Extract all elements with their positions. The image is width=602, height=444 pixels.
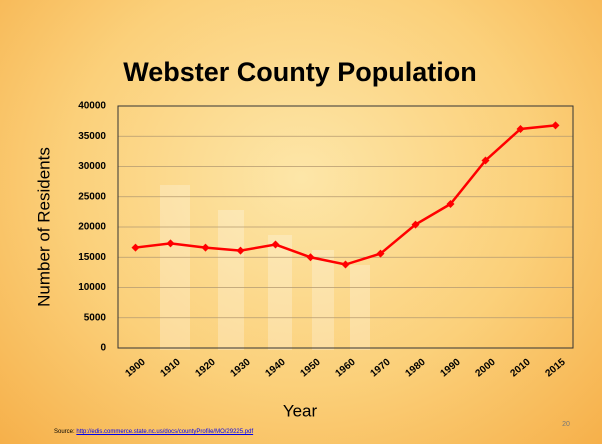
- y-tick-label: 5000: [84, 312, 107, 323]
- source: Source: http://edis.commerce.state.nc.us…: [54, 429, 253, 435]
- background-columns: [160, 185, 370, 350]
- x-tick-label: 1930: [229, 356, 253, 379]
- page-number: 20: [562, 421, 570, 428]
- plot-border: [117, 105, 574, 349]
- marker: [446, 200, 455, 209]
- source-label: Source:: [54, 429, 75, 435]
- y-tick-label: 30000: [78, 161, 106, 172]
- marker: [236, 246, 245, 255]
- marker: [516, 124, 525, 133]
- marker: [166, 239, 175, 248]
- marker: [411, 220, 420, 229]
- line: [135, 124, 556, 266]
- y-tick-label: 10000: [78, 282, 106, 293]
- marker: [271, 240, 280, 249]
- y-tick-label: 40000: [78, 101, 106, 112]
- marker: [376, 249, 385, 258]
- source-link[interactable]: http://edis.commerce.state.nc.us/docs/co…: [76, 429, 254, 435]
- y-tick-label: 35000: [78, 131, 106, 142]
- x-tick-label: 2015: [544, 356, 568, 379]
- x-tick-label: 1970: [369, 356, 393, 379]
- x-tick-label: 1960: [334, 356, 358, 379]
- x-tick-label: 1940: [264, 356, 288, 379]
- x-tick-label: 2010: [509, 356, 533, 379]
- marker: [306, 253, 315, 262]
- x-tick-label: 1900: [124, 356, 148, 379]
- marker: [131, 243, 140, 252]
- chart-title: Webster County Population: [123, 57, 477, 87]
- x-axis-label: Year: [283, 401, 318, 420]
- y-tick-label: 25000: [78, 191, 106, 202]
- x-tick-label: 1990: [439, 356, 463, 379]
- x-tick-label: 1910: [159, 356, 183, 379]
- x-tick-label: 1980: [404, 356, 428, 379]
- x-tick-label: 2000: [474, 356, 498, 379]
- y-tick-label: 0: [100, 343, 106, 354]
- x-tick-label: 1920: [194, 356, 218, 379]
- marker: [341, 260, 350, 269]
- y-tick-label: 20000: [78, 222, 106, 233]
- y-tick-label: 15000: [78, 252, 106, 263]
- y-axis-label: Number of Residents: [34, 147, 53, 307]
- marker: [201, 243, 210, 252]
- marker: [551, 121, 560, 130]
- marker: [481, 156, 490, 165]
- x-tick-label: 1950: [299, 356, 323, 379]
